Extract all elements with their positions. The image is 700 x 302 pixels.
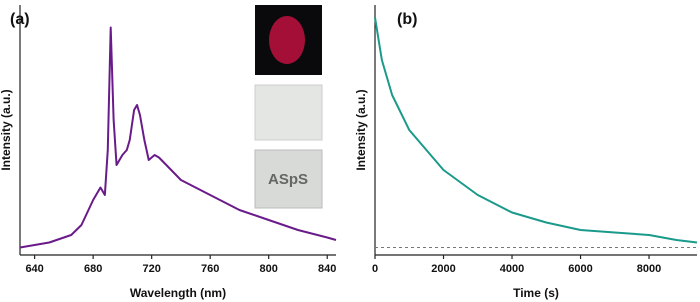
y-axis-label: Intensity (a.u.) [354,89,368,170]
data-line [374,17,698,244]
y-axis-label: Intensity (a.u.) [0,89,13,170]
x-tick-label: 2000 [431,263,455,275]
x-tick-label: 0 [372,263,378,275]
x-tick-label: 800 [260,263,278,275]
inset-photo [254,149,323,209]
x-tick-label: 760 [201,263,219,275]
x-tick-label: 8000 [637,263,661,275]
x-axis-label: Wavelength (nm) [130,286,226,300]
data-line [19,26,337,249]
panel-label: (b) [397,11,417,28]
inset-text: ASpS [268,171,308,188]
x-tick-label: 680 [84,263,102,275]
x-tick-label: 640 [25,263,43,275]
x-tick-label: 6000 [568,263,592,275]
x-axis-label: Time (s) [513,286,559,300]
inset-photo [254,84,323,141]
x-tick-label: 4000 [500,263,524,275]
panel-label: (a) [10,11,30,28]
x-tick-label: 720 [142,263,160,275]
x-tick-label: 840 [318,263,336,275]
inset-glow [269,16,305,64]
